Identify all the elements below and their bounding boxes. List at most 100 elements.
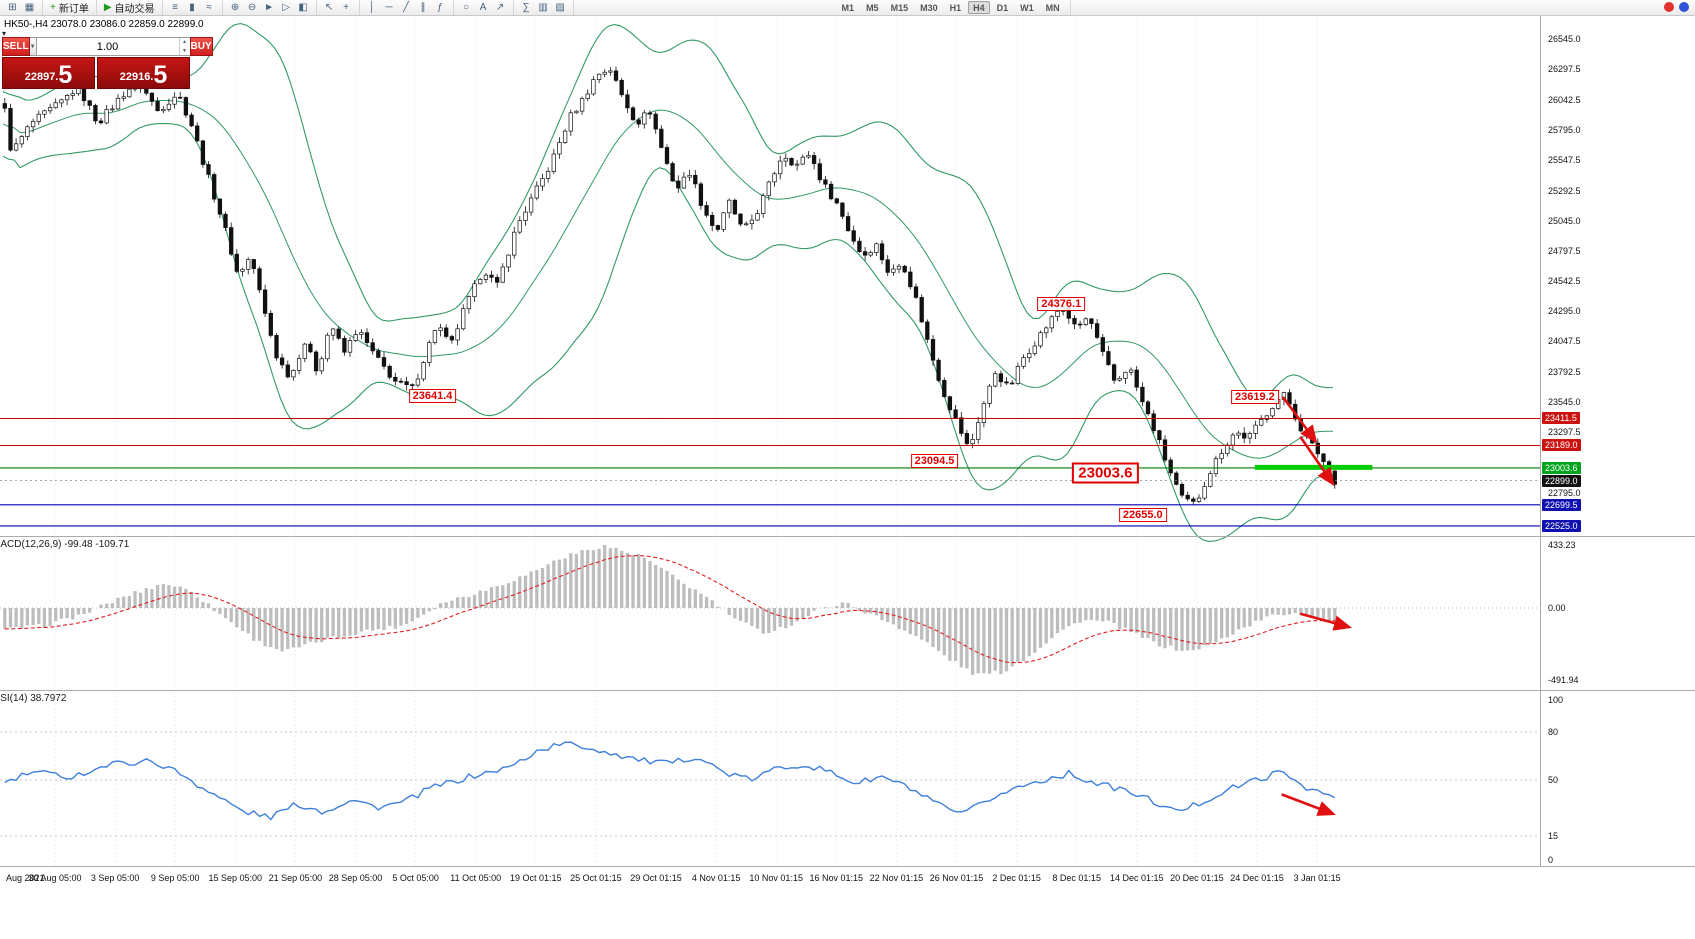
time-axis-label: 8 Dec 01:15: [1052, 873, 1101, 883]
buy-price-big-digit: 5: [153, 60, 168, 89]
candlestick-chart-icon: ▮: [189, 1, 195, 13]
rsi-axis-label: 50: [1548, 775, 1559, 785]
equidistant-channel-button[interactable]: ∥: [416, 1, 431, 15]
auto-scroll-button[interactable]: ►: [262, 1, 277, 15]
sell-price: 22897.: [24, 71, 59, 83]
tile-windows-button[interactable]: ◧: [296, 1, 311, 15]
timeframe-m5-button[interactable]: M5: [866, 2, 879, 13]
timeframe-m30-button[interactable]: M30: [920, 2, 938, 13]
candlestick-chart-button[interactable]: ▮: [185, 1, 200, 15]
rsi-axis-label: 15: [1548, 831, 1559, 841]
price-tag: 23411.5: [1542, 412, 1580, 425]
macd-label: MACD(12,26,9) -99.48 -109.71: [0, 539, 130, 550]
auto-scroll-icon: ►: [264, 1, 274, 13]
cursor-button[interactable]: ↖: [322, 1, 337, 15]
equidistant-channel-icon: ∥: [420, 1, 426, 13]
zoom-in-button[interactable]: ⊕: [228, 1, 243, 15]
panel-separator[interactable]: [0, 690, 1695, 691]
crosshair-button[interactable]: +: [339, 1, 354, 15]
periods-button[interactable]: ▥: [536, 1, 551, 15]
chart-shift-button[interactable]: ▷: [279, 1, 294, 15]
price-scale[interactable]: 26545.0 26297.5 26042.5 25795.0 25547.5 25292…: [1541, 16, 1695, 867]
panel-separator[interactable]: [0, 866, 1695, 867]
price-annotation[interactable]: 22655.0: [1118, 508, 1167, 522]
macd-axis-label: -491.94: [1548, 674, 1579, 685]
time-scale[interactable]: Aug 2021 30 Aug 05:00 3 Sep 05:00 9 Sep 05:…: [0, 867, 1695, 893]
fibonacci-button[interactable]: ƒ: [433, 1, 448, 15]
volume-dropdown-icon[interactable]: ▼: [29, 37, 37, 56]
buy-price: 22916.: [119, 71, 154, 83]
buy-price-button[interactable]: 22916. 5: [97, 57, 190, 89]
time-axis-label: 14 Dec 01:15: [1110, 873, 1164, 883]
new-chart-icon: ⊞: [8, 1, 17, 13]
chart-shift-icon: ▷: [282, 1, 290, 13]
timeframe-w1-button[interactable]: W1: [1020, 2, 1034, 13]
sell-button[interactable]: SELL: [2, 37, 30, 56]
line-chart-button[interactable]: ≈: [202, 1, 217, 15]
timeframe-mn-button[interactable]: MN: [1045, 2, 1060, 13]
volume-down-icon[interactable]: ▼: [182, 47, 187, 54]
trendline-button[interactable]: ╱: [399, 1, 414, 15]
shapes-button[interactable]: ○: [459, 1, 474, 15]
rsi-axis-label: 0: [1548, 855, 1554, 865]
price-annotation[interactable]: 24376.1: [1037, 296, 1086, 311]
time-axis-label: 3 Sep 05:00: [90, 873, 140, 883]
volume-stepper[interactable]: ▲ ▼: [178, 38, 190, 55]
zoom-out-button[interactable]: ⊖: [245, 1, 260, 15]
new-order-button[interactable]: + 新订单: [48, 1, 91, 15]
price-axis-label: 25795.0: [1548, 124, 1581, 135]
horizontal-line-button[interactable]: ─: [382, 1, 397, 15]
price-axis-label: 24797.5: [1548, 245, 1581, 256]
price-annotation[interactable]: 23003.6: [1072, 462, 1139, 484]
one-click-trading-widget: SELL ▼ ▲▼ BUY 22897.5 22916.5: [2, 37, 213, 89]
time-axis-label: 30 Aug 05:00: [28, 873, 82, 883]
time-axis-label: 4 Nov 01:15: [691, 873, 741, 883]
price-annotation[interactable]: 23094.5: [910, 454, 959, 469]
price-scale-separator: [1540, 16, 1541, 867]
zoom-in-icon: ⊕: [230, 1, 240, 13]
price-tag: 22899.0: [1542, 474, 1581, 487]
price-annotation[interactable]: 23641.4: [408, 388, 457, 403]
timeframe-d1-button[interactable]: D1: [996, 2, 1009, 13]
buy-button[interactable]: BUY: [189, 37, 213, 56]
price-tag: 23189.0: [1542, 439, 1581, 452]
text-label-button[interactable]: A: [476, 1, 491, 15]
chart-profiles-button[interactable]: ▦: [22, 1, 37, 15]
templates-icon: ▨: [555, 1, 565, 13]
bar-chart-button[interactable]: ≡: [168, 1, 183, 15]
toolbar-group: ▶ 自动交易: [97, 0, 163, 15]
price-axis-label: 24047.5: [1548, 336, 1581, 347]
new-chart-button[interactable]: ⊞: [5, 1, 20, 15]
macd-axis-label: 433.23: [1548, 539, 1576, 550]
templates-button[interactable]: ▨: [553, 1, 568, 15]
sell-price-button[interactable]: 22897. 5: [2, 57, 95, 89]
trendline-icon: ╱: [403, 1, 410, 13]
time-axis-label: 15 Sep 05:00: [208, 873, 263, 883]
arrow-tool-button[interactable]: ↗: [493, 1, 508, 15]
timeframe-m15-button[interactable]: M15: [890, 2, 909, 13]
indicators-button[interactable]: ∑: [519, 1, 534, 15]
fibonacci-icon: ƒ: [437, 1, 443, 13]
time-axis-label: 22 Nov 01:15: [869, 873, 924, 883]
timeframe-h1-button[interactable]: H1: [949, 2, 962, 13]
toolbar-group: + 新订单: [43, 0, 97, 15]
timeframe-h4-button[interactable]: H4: [968, 1, 990, 14]
price-tag: 22525.0: [1542, 519, 1581, 532]
auto-trading-button[interactable]: ▶ 自动交易: [102, 1, 157, 15]
volume-input[interactable]: [36, 38, 179, 55]
alert-icon[interactable]: [1664, 2, 1674, 12]
timeframe-m1-button[interactable]: M1: [841, 2, 855, 13]
toolbar-group: │ ─ ╱ ∥ ƒ: [360, 0, 454, 15]
news-icon[interactable]: [1679, 2, 1689, 12]
volume-up-icon[interactable]: ▲: [182, 39, 187, 46]
price-axis-label: 26297.5: [1548, 63, 1581, 74]
vertical-line-button[interactable]: │: [365, 1, 380, 15]
vertical-line-icon: │: [368, 1, 376, 13]
price-annotation[interactable]: 23619.2: [1231, 389, 1279, 404]
price-tag: 23003.6: [1542, 461, 1581, 474]
panel-separator[interactable]: [0, 536, 1695, 537]
rsi-axis-label: 80: [1548, 727, 1559, 737]
time-axis-label: 5 Oct 05:00: [392, 873, 439, 883]
one-click-collapse-icon[interactable]: ▾: [2, 29, 7, 38]
